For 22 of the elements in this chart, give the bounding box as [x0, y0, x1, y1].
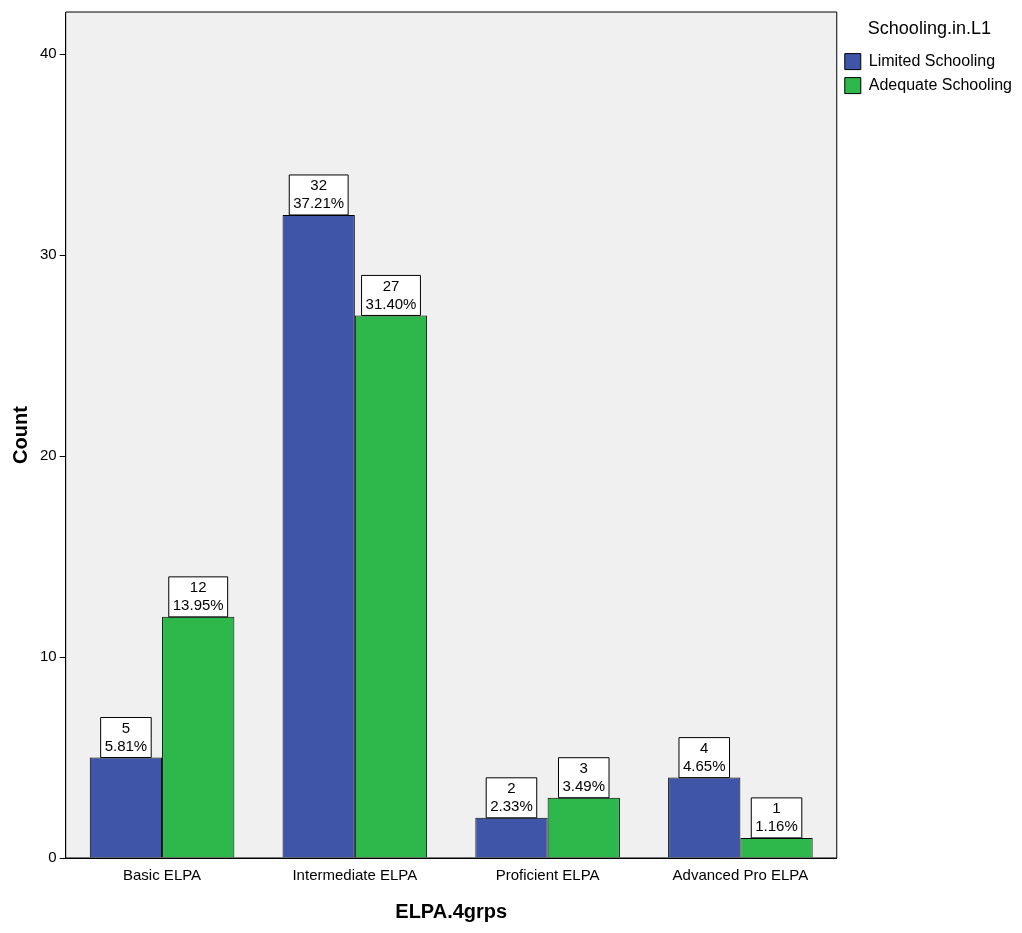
- legend-title: Schooling.in.L1: [867, 17, 991, 38]
- y-tick-label: 40: [40, 44, 57, 62]
- x-tick-label: Advanced Pro ELPA: [672, 866, 809, 884]
- x-tick-label: Basic ELPA: [123, 866, 202, 884]
- y-axis-title: Count: [8, 405, 31, 464]
- y-tick-label: 30: [40, 245, 57, 263]
- y-tick-label: 0: [48, 848, 57, 866]
- data-label: 3 3.49%: [562, 758, 606, 794]
- data-label: 1 1.16%: [755, 799, 798, 835]
- data-label: 32 37.21%: [293, 176, 345, 212]
- data-label: 5 5.81%: [104, 718, 148, 754]
- legend-label: Adequate Schooling: [868, 76, 1013, 94]
- data-label: 4 4.65%: [682, 738, 726, 774]
- y-tick-label: 20: [40, 446, 57, 464]
- y-tick-label: 10: [40, 647, 57, 665]
- data-label: 2 2.33%: [490, 778, 533, 814]
- legend-label: Limited Schooling: [868, 52, 996, 70]
- data-label: 27 31.40%: [365, 276, 417, 312]
- x-tick-label: Intermediate ELPA: [292, 866, 418, 884]
- x-axis-title: ELPA.4grps: [395, 899, 508, 922]
- x-tick-label: Proficient ELPA: [495, 866, 600, 884]
- data-label: 12 13.95%: [172, 578, 224, 613]
